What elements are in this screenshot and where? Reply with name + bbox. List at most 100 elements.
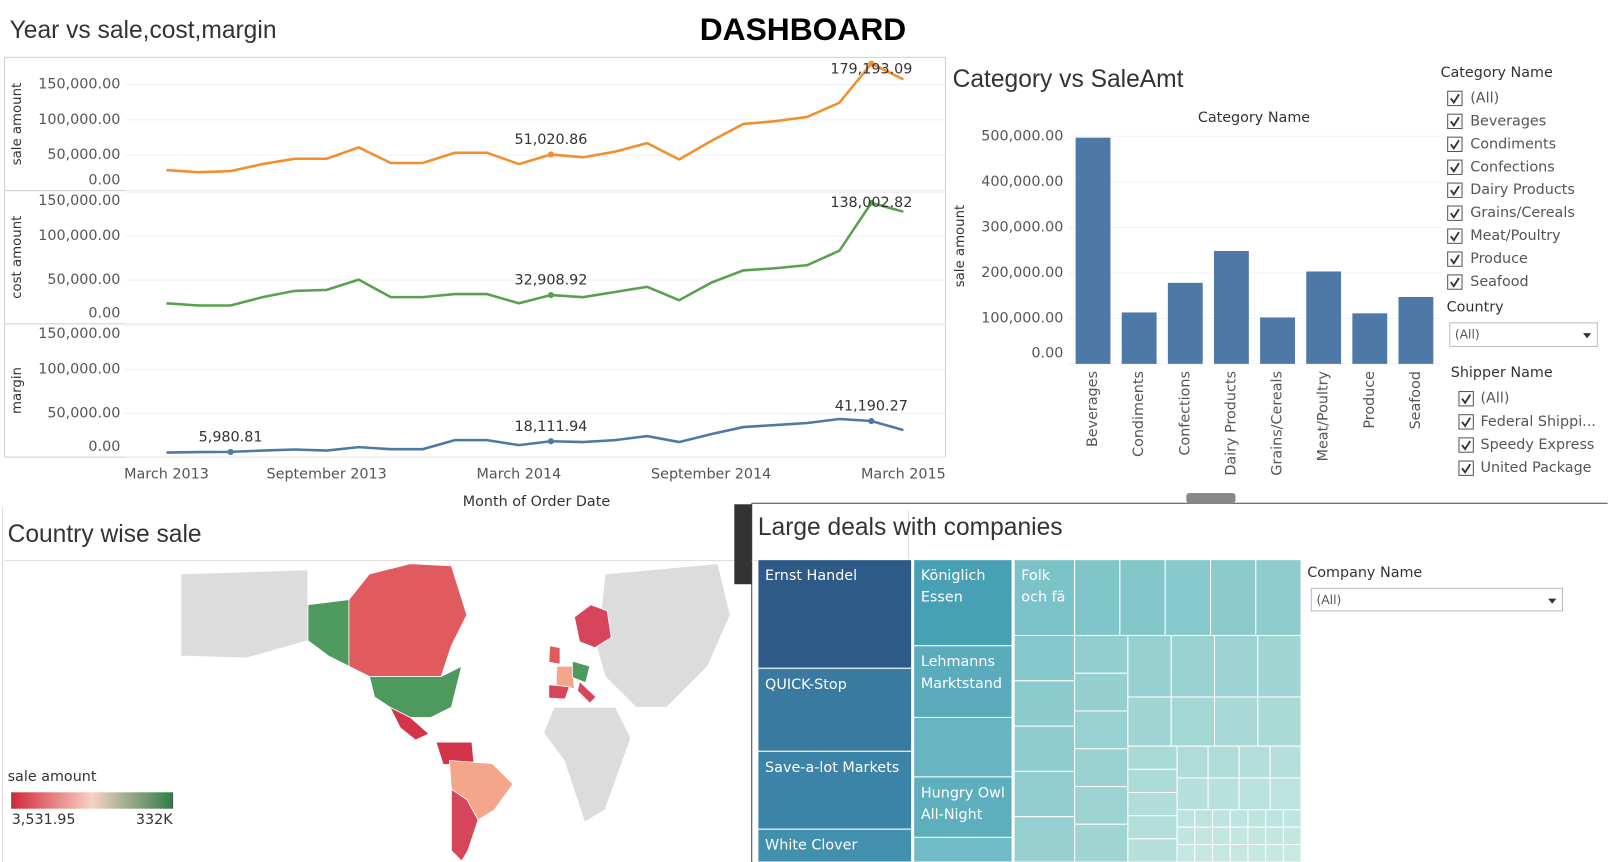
treemap-cell [1209,559,1257,636]
checkbox[interactable] [1447,274,1463,290]
checkmark [1461,440,1472,451]
x-tick-label: Seafood [1408,371,1424,429]
y-tick-label: 400,000.00 [981,174,1063,190]
treemap-cell [1176,844,1196,862]
treemap-label: QUICK-Stop [765,676,847,693]
line [166,62,904,174]
treemap-label: Hungry Owl All-Night [920,785,1005,824]
legend-gradient [11,792,173,809]
checkmark [1450,254,1460,265]
treemap-cell [1265,809,1284,828]
chart-title: Country wise sale [8,521,202,548]
chart-title: Category vs SaleAmt [953,66,1184,93]
treemap-cell [1170,696,1216,747]
y-tick-label: 50,000.00 [47,405,120,421]
y-tick-label: 0.00 [88,172,120,188]
checkbox[interactable] [1447,113,1463,130]
treemap-cell [1247,844,1267,862]
checkmark [1450,208,1460,219]
toolbar[interactable] [734,504,752,585]
checkbox[interactable] [1447,205,1463,221]
legend-max: 332K [136,812,173,828]
treemap-cell [1265,844,1284,862]
treemap-label: Save-a-lot Markets [765,759,900,776]
treemap-cell [1265,826,1284,846]
treemap-label-box: Ernst Handel [765,568,857,584]
y-tick-label: 300,000.00 [981,219,1063,235]
dropdown-value: (All) [1455,328,1480,342]
data-label: 32,908.92 [514,273,587,289]
treemap-cell [1013,816,1076,862]
checkbox[interactable] [1458,437,1474,453]
dropdown[interactable] [1449,322,1598,347]
resize-handle[interactable] [1186,493,1236,504]
x-axis-title: Month of Order Date [463,494,611,510]
filter-title: Country [1447,299,1504,315]
y-tick-label: 0.00 [1031,346,1063,362]
treemap-label: Lehmanns Marktstand [920,653,1002,692]
checkbox[interactable] [1447,136,1463,153]
checkbox[interactable] [1458,460,1474,476]
treemap-cell [913,716,1013,778]
treemap-cell [1194,809,1214,828]
checkbox[interactable] [1458,391,1474,407]
treemap-label-box: Lehmanns Marktstand [920,653,1002,692]
treemap-cell [1213,634,1259,698]
checkbox[interactable] [1447,182,1463,198]
checkbox[interactable] [1447,159,1463,175]
checkmark [1461,463,1472,474]
point [868,199,875,206]
point [868,417,875,425]
x-tick-label: Dairy Products [1223,371,1239,476]
line [166,201,904,307]
world-map [180,563,731,862]
treemap-cell [1074,823,1129,862]
checkmark [1450,231,1460,242]
legend-title: sale amount [8,769,97,785]
checkbox[interactable] [1447,228,1463,244]
treemap-cell [913,645,1013,718]
data-label: 5,980.81 [199,430,263,446]
bar [1121,312,1157,364]
bar [1398,296,1434,364]
treemap-cell [1238,777,1271,811]
treemap-cell [1282,826,1302,846]
dropdown[interactable] [1310,587,1563,612]
y-tick-label: 100,000.00 [38,361,120,377]
treemap-cell [1212,809,1231,828]
checkmark [1450,185,1460,196]
treemap-label-box: White Clover [765,837,857,853]
y-axis-title: sale amount [10,83,25,166]
checkbox[interactable] [1458,414,1474,430]
treemap-cell [1207,777,1240,811]
treemap-cell [1229,809,1249,828]
bar [1306,271,1342,364]
bar [1075,137,1111,364]
checkmark [1450,116,1460,128]
treemap-cell [1255,559,1302,636]
treemap-cell [1176,826,1196,846]
line [166,417,904,454]
y-tick-label: 100,000.00 [38,228,120,244]
treemap-cell [1013,770,1076,818]
treemap-cell [1074,785,1129,825]
treemap-cell [1170,634,1216,698]
treemap-cell [1282,809,1302,828]
treemap-cell [913,836,1013,862]
treemap-cell [1282,844,1302,862]
filter-option: Condiments [1470,136,1556,152]
filter-title: Shipper Name [1451,365,1553,381]
checkbox[interactable] [1447,251,1463,267]
bar [1352,313,1388,364]
treemap-cell [1013,634,1076,682]
point [547,438,555,445]
point [547,291,555,299]
dropdown-arrow [1548,598,1557,604]
x-tick-label: March 2013 [124,467,209,483]
treemap-cell [757,828,913,862]
treemap-cell [1213,696,1259,747]
checkbox[interactable] [1447,90,1463,107]
y-tick-label: 150,000.00 [38,326,120,342]
chart-title: Large deals with companies [758,514,1063,541]
